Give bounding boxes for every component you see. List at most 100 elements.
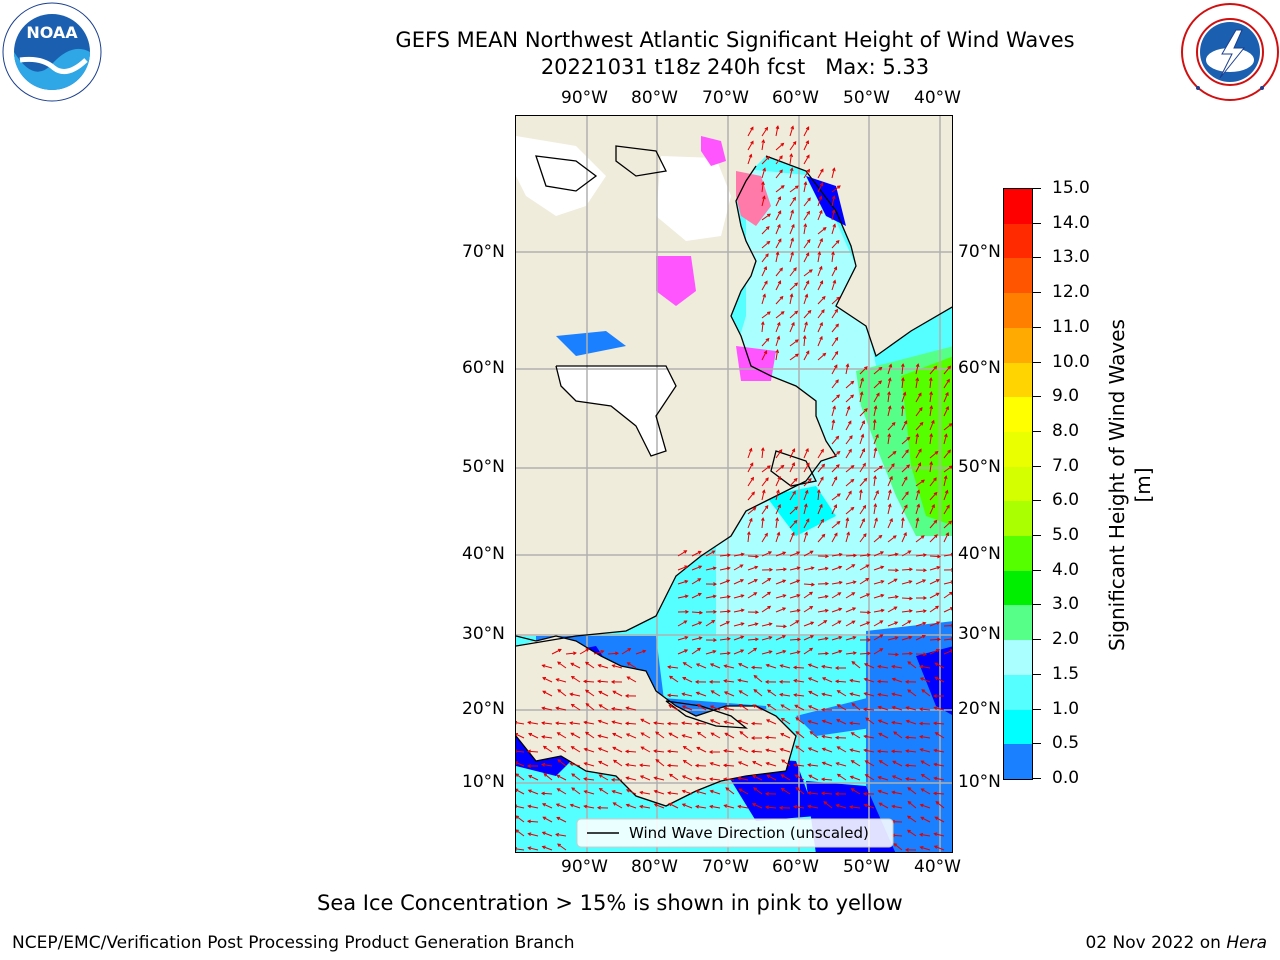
wind-arrow <box>803 621 814 627</box>
colorbar-tick-label: 0.5 <box>1052 733 1080 754</box>
wind-arrow <box>929 520 937 529</box>
wind-arrow <box>901 580 912 585</box>
wind-arrow <box>695 722 707 725</box>
wind-arrow-head <box>753 647 758 652</box>
wind-arrow-head <box>794 506 799 511</box>
wind-arrow <box>859 366 868 375</box>
wind-arrow-head <box>919 707 924 712</box>
wind-arrow <box>516 761 525 767</box>
wind-arrow <box>775 518 778 529</box>
wind-arrow <box>789 252 794 263</box>
wind-arrow <box>845 564 855 571</box>
wind-arrow-head <box>597 664 602 668</box>
colorbar-tick-mark <box>1033 257 1041 259</box>
wind-arrow-head <box>583 747 588 752</box>
wind-arrow-head <box>915 363 920 368</box>
wind-arrow <box>747 448 752 459</box>
sea-ice-region <box>656 256 696 306</box>
wind-arrow-head <box>821 692 826 697</box>
wind-arrow <box>803 591 813 599</box>
wind-arrow <box>873 393 880 403</box>
wind-arrow <box>789 185 799 193</box>
wind-arrow-head <box>804 503 808 508</box>
wind-arrow-head <box>874 517 878 522</box>
wind-arrow-head <box>946 504 950 509</box>
wind-arrow <box>831 581 842 585</box>
wind-arrow-head <box>876 679 881 684</box>
wind-arrow-head <box>516 761 518 765</box>
wind-arrow-head <box>822 227 827 231</box>
wind-arrow <box>915 490 920 501</box>
wind-arrow-head <box>782 649 787 654</box>
wind-arrow-head <box>929 461 933 466</box>
wind-arrow <box>527 820 539 823</box>
wind-arrow-head <box>516 788 519 793</box>
wind-arrow <box>766 762 777 767</box>
wind-arrow-head <box>712 594 717 599</box>
wind-arrow <box>723 764 735 767</box>
wind-arrow-head <box>779 747 784 752</box>
wind-arrow-head <box>753 579 758 583</box>
wind-arrow-head <box>934 662 939 666</box>
wind-arrow-head <box>555 706 560 711</box>
wind-arrow <box>831 252 834 263</box>
wind-arrow <box>887 518 893 529</box>
wind-arrow-head <box>750 736 755 740</box>
wind-arrow-head <box>852 607 857 611</box>
wind-arrow-head <box>767 213 771 218</box>
wind-arrow-head <box>807 804 812 809</box>
wind-arrow <box>803 567 814 571</box>
wind-arrow <box>851 703 861 711</box>
wind-arrow-head <box>891 463 895 468</box>
wind-arrow-head <box>746 531 751 536</box>
wind-arrow-head <box>823 620 828 624</box>
wind-arrow <box>915 422 924 431</box>
wind-arrow <box>901 532 907 543</box>
wind-arrow <box>612 664 623 669</box>
wind-arrow-head <box>922 579 927 583</box>
wind-arrow-head <box>903 476 908 481</box>
wind-arrow-head <box>723 679 728 683</box>
wind-arrow <box>831 436 839 445</box>
wind-arrow <box>775 625 787 627</box>
wind-arrow <box>929 392 932 403</box>
wind-arrow-head <box>877 789 882 794</box>
wind-arrow <box>542 736 553 739</box>
wind-arrow <box>585 731 595 739</box>
wind-arrow <box>915 364 919 375</box>
wind-arrow-head <box>865 564 870 568</box>
wind-arrow <box>822 748 833 753</box>
wind-arrow <box>865 717 875 725</box>
wind-arrow <box>901 597 913 600</box>
wind-arrow-head <box>889 475 893 480</box>
wind-arrow <box>905 764 917 767</box>
lon-tick-label: 80°W <box>631 88 678 108</box>
wind-arrow-head <box>557 689 562 693</box>
wind-arrow-head <box>935 649 940 653</box>
wind-arrow-head <box>754 622 759 627</box>
wind-arrow <box>612 790 623 795</box>
arctic-islands-white-region <box>516 136 606 216</box>
wind-arrow-head <box>861 518 865 522</box>
wind-arrow-head <box>820 791 825 796</box>
wind-arrow <box>859 448 865 459</box>
wind-arrow <box>654 750 665 753</box>
wind-arrow-head <box>809 550 814 554</box>
wind-arrow <box>677 595 688 599</box>
wind-arrow-head <box>805 350 810 355</box>
wind-arrow <box>935 732 945 739</box>
wind-arrow <box>775 169 783 179</box>
wind-arrow <box>724 680 735 683</box>
wind-arrow-head <box>878 380 883 385</box>
wind-arrow-head <box>760 447 765 452</box>
colorbar-segment <box>1004 709 1032 745</box>
wind-arrow <box>654 777 665 781</box>
wind-arrow-head <box>834 792 839 796</box>
wind-arrow-head <box>873 475 877 480</box>
wind-arrow-head <box>612 802 617 806</box>
wind-arrow <box>817 504 823 515</box>
wind-arrow-head <box>792 665 797 670</box>
wind-arrow <box>817 637 828 641</box>
wind-arrow <box>901 378 904 389</box>
wind-arrow-head <box>836 394 841 399</box>
